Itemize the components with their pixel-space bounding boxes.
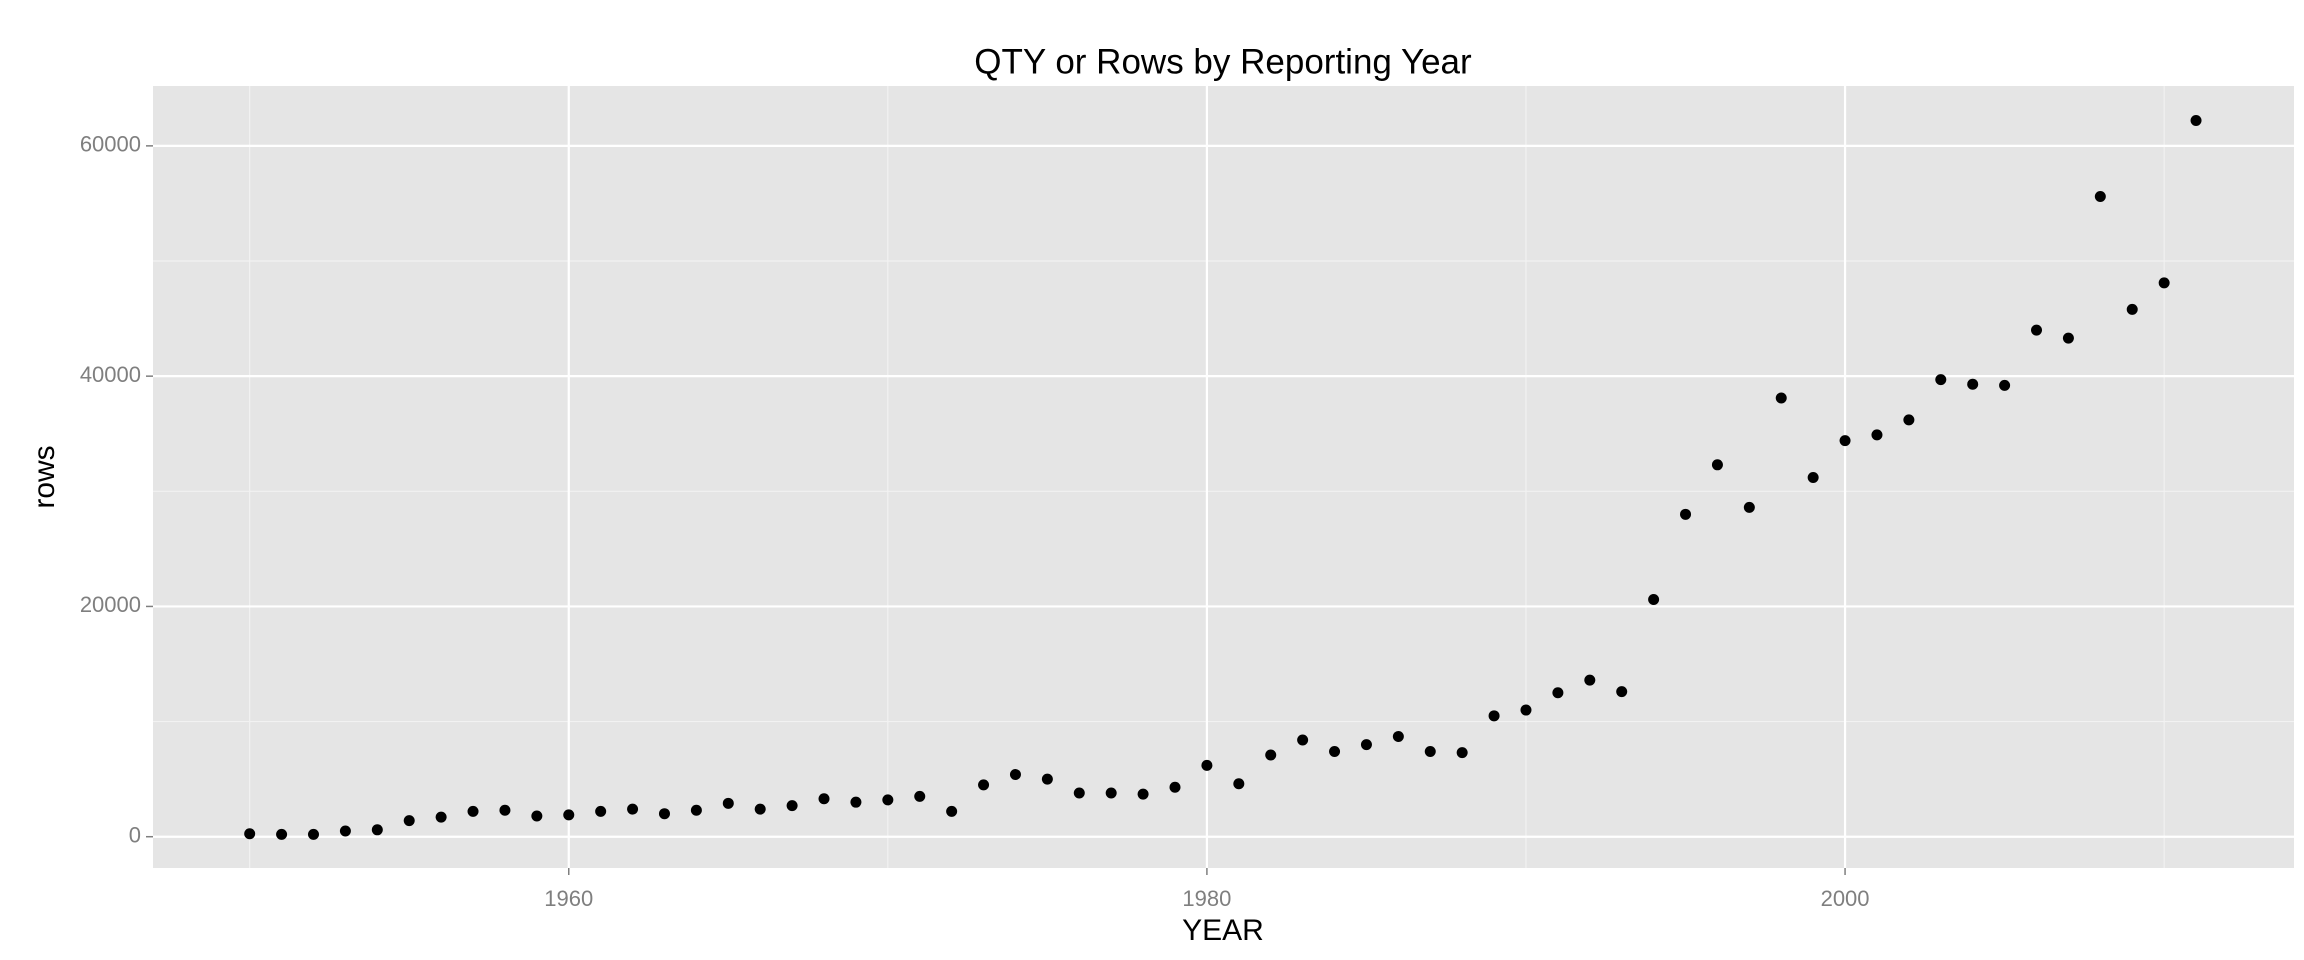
- point: [882, 794, 894, 806]
- point: [307, 828, 319, 840]
- point: [1520, 704, 1532, 716]
- point: [946, 805, 958, 817]
- point: [1967, 378, 1979, 390]
- point: [563, 809, 575, 821]
- point: [1265, 749, 1277, 761]
- point: [244, 828, 256, 840]
- point: [435, 811, 447, 823]
- chart-title: QTY or Rows by Reporting Year: [974, 42, 1472, 81]
- point: [1360, 739, 1372, 751]
- x-tick-label: 1960: [544, 886, 593, 911]
- point: [1680, 508, 1692, 520]
- point: [2062, 332, 2074, 344]
- point: [818, 793, 830, 805]
- point: [1552, 687, 1564, 699]
- point: [1775, 392, 1787, 404]
- point: [754, 803, 766, 815]
- point: [1169, 781, 1181, 793]
- point: [531, 810, 543, 822]
- point: [1329, 746, 1341, 758]
- point: [978, 779, 990, 791]
- x-tick-label: 2000: [1821, 886, 1870, 911]
- point: [2190, 115, 2202, 127]
- point: [1616, 686, 1628, 698]
- point: [1807, 471, 1819, 483]
- x-axis-label: YEAR: [1182, 914, 1264, 947]
- point: [627, 803, 639, 815]
- point: [276, 828, 288, 840]
- point: [2094, 191, 2106, 203]
- point: [722, 797, 734, 809]
- point: [1648, 594, 1660, 606]
- point: [1009, 769, 1021, 781]
- point: [1297, 734, 1309, 746]
- point: [1903, 414, 1915, 426]
- point: [1073, 787, 1085, 799]
- point: [1233, 778, 1245, 790]
- point: [467, 805, 479, 817]
- point: [595, 805, 607, 817]
- point: [914, 790, 926, 802]
- x-tick-label: 1980: [1182, 886, 1231, 911]
- point: [1392, 731, 1404, 743]
- plot-panel: [153, 86, 2294, 868]
- point: [1935, 374, 1947, 386]
- point: [2126, 303, 2138, 315]
- point: [1041, 773, 1053, 785]
- point: [1137, 788, 1149, 800]
- point: [1839, 435, 1851, 447]
- point: [786, 800, 798, 812]
- point: [1584, 674, 1596, 686]
- point: [690, 804, 702, 816]
- point: [1424, 746, 1436, 758]
- point: [1105, 787, 1117, 799]
- point: [1743, 501, 1755, 513]
- point: [1871, 429, 1883, 441]
- y-tick-label: 60000: [80, 132, 141, 157]
- point: [1201, 759, 1213, 771]
- y-axis-label: rows: [28, 445, 61, 508]
- point: [339, 825, 351, 837]
- point: [403, 815, 415, 827]
- point: [1711, 459, 1723, 471]
- point: [371, 824, 383, 836]
- point: [1999, 379, 2011, 391]
- y-tick-label: 0: [129, 823, 141, 848]
- point: [1456, 747, 1468, 759]
- point: [658, 808, 670, 820]
- point: [2031, 324, 2043, 336]
- point: [850, 796, 862, 808]
- y-tick-label: 20000: [80, 592, 141, 617]
- point: [499, 804, 511, 816]
- point: [1488, 710, 1500, 722]
- y-tick-label: 40000: [80, 362, 141, 387]
- point: [2158, 277, 2170, 289]
